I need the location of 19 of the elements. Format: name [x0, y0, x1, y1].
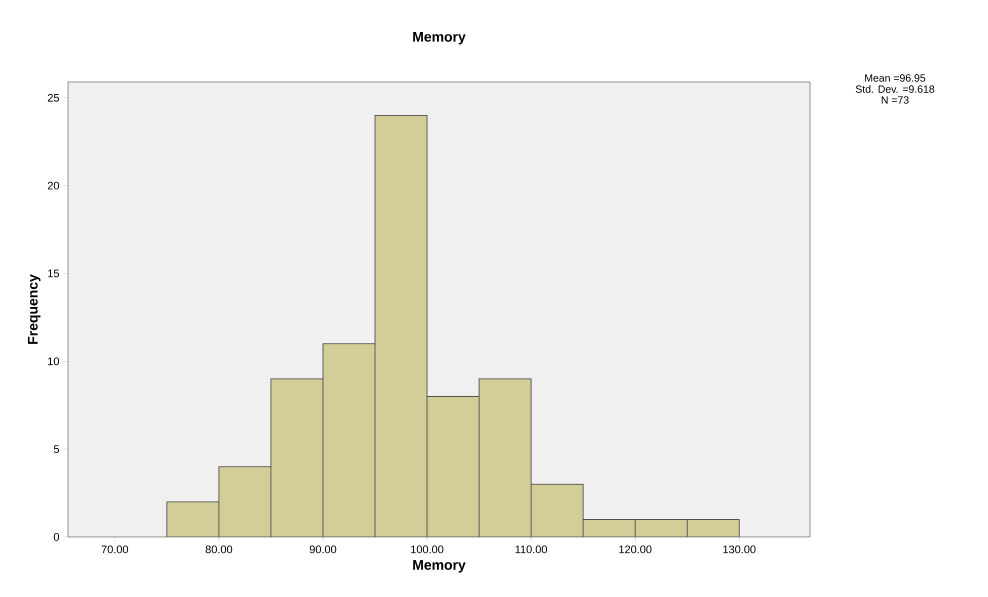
text: N =73 — [882, 96, 909, 104]
x-tick-label: 120.00 — [619, 546, 652, 554]
text: Std. Dev. =9.618 — [856, 85, 934, 93]
y-tick-label: 20 — [48, 182, 60, 190]
x-tick-label: 130.00 — [723, 546, 756, 554]
y-tick-label: 0 — [54, 533, 60, 541]
x-tick-label: 110.00 — [516, 546, 548, 554]
y-tick-label: 5 — [54, 445, 60, 453]
y-tick-label: 10 — [48, 357, 60, 366]
chart-title: Memory — [413, 32, 466, 44]
x-tick-label: 100.00 — [411, 546, 444, 554]
y-tick-label: 15 — [48, 270, 60, 278]
x-tick-label: 80.00 — [206, 546, 232, 554]
x-axis-title: Memory — [413, 560, 466, 573]
text: Mean =96.95 — [865, 74, 926, 82]
x-tick-label: 70.00 — [102, 546, 128, 554]
y-axis-title: Frequency — [28, 274, 40, 344]
x-tick-label: 90.00 — [310, 546, 336, 554]
y-tick-label: 25 — [48, 94, 60, 102]
